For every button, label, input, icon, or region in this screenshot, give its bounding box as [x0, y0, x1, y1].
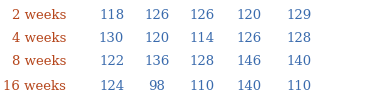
- Text: 136: 136: [144, 55, 170, 68]
- Text: 110: 110: [190, 80, 215, 93]
- Text: 129: 129: [286, 9, 311, 22]
- Text: 124: 124: [99, 80, 124, 93]
- Text: 122: 122: [99, 55, 124, 68]
- Text: 126: 126: [190, 9, 215, 22]
- Text: 126: 126: [237, 32, 262, 45]
- Text: 4 weeks: 4 weeks: [12, 32, 66, 45]
- Text: 130: 130: [99, 32, 124, 45]
- Text: 2 weeks: 2 weeks: [12, 9, 66, 22]
- Text: 128: 128: [286, 32, 311, 45]
- Text: 126: 126: [144, 9, 169, 22]
- Text: 128: 128: [190, 55, 215, 68]
- Text: 140: 140: [286, 55, 311, 68]
- Text: 118: 118: [99, 9, 124, 22]
- Text: 110: 110: [286, 80, 311, 93]
- Text: 8 weeks: 8 weeks: [12, 55, 66, 68]
- Text: 146: 146: [237, 55, 262, 68]
- Text: 16 weeks: 16 weeks: [3, 80, 66, 93]
- Text: 114: 114: [190, 32, 215, 45]
- Text: 120: 120: [144, 32, 169, 45]
- Text: 98: 98: [149, 80, 165, 93]
- Text: 120: 120: [237, 9, 262, 22]
- Text: 140: 140: [237, 80, 262, 93]
